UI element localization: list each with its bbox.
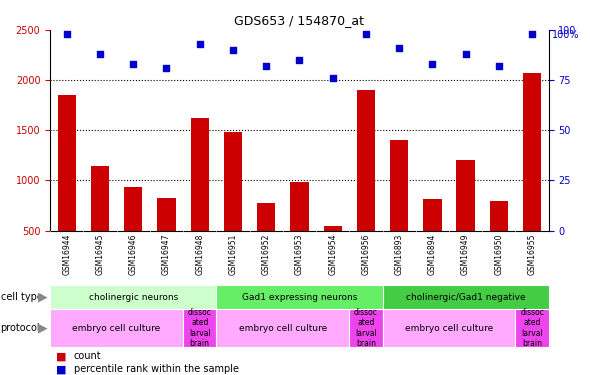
Point: [361, 31, 371, 37]
Text: cholinergic neurons: cholinergic neurons: [88, 292, 178, 302]
Text: ▶: ▶: [38, 322, 47, 334]
Bar: [158, 198, 176, 281]
Point: [129, 61, 138, 67]
Bar: [224, 132, 242, 281]
Bar: [217, 285, 382, 309]
Point: [162, 65, 171, 71]
Bar: [523, 73, 541, 281]
Text: GSM16950: GSM16950: [494, 233, 503, 275]
Text: GSM16946: GSM16946: [129, 233, 137, 275]
Text: GSM16949: GSM16949: [461, 233, 470, 275]
Text: embryo cell culture: embryo cell culture: [73, 324, 160, 333]
Point: [96, 51, 105, 57]
Point: [461, 51, 470, 57]
Text: percentile rank within the sample: percentile rank within the sample: [74, 364, 239, 374]
Bar: [382, 309, 516, 347]
Text: dissoc
ated
larval
brain: dissoc ated larval brain: [354, 308, 378, 348]
Point: [294, 57, 304, 63]
Point: [494, 63, 504, 69]
Bar: [349, 309, 382, 347]
Text: embryo cell culture: embryo cell culture: [405, 324, 493, 333]
Text: ▶: ▶: [38, 291, 47, 304]
Bar: [257, 203, 276, 281]
Text: GSM16948: GSM16948: [195, 233, 204, 275]
Bar: [323, 226, 342, 281]
Point: [394, 45, 404, 51]
Text: GSM16894: GSM16894: [428, 233, 437, 275]
Point: [228, 47, 238, 53]
Point: [195, 41, 205, 47]
Text: GSM16893: GSM16893: [395, 233, 404, 275]
Text: GSM16952: GSM16952: [262, 233, 271, 275]
Point: [261, 63, 271, 69]
Text: GSM16956: GSM16956: [362, 233, 371, 275]
Text: cholinergic/Gad1 negative: cholinergic/Gad1 negative: [406, 292, 526, 302]
Text: cell type: cell type: [1, 292, 42, 302]
Text: GSM16951: GSM16951: [228, 233, 237, 275]
Text: Gad1 expressing neurons: Gad1 expressing neurons: [242, 292, 357, 302]
Text: count: count: [74, 351, 101, 361]
Text: GSM16947: GSM16947: [162, 233, 171, 275]
Bar: [217, 309, 349, 347]
Bar: [390, 140, 408, 281]
Bar: [357, 90, 375, 281]
Text: GSM16944: GSM16944: [63, 233, 71, 275]
Bar: [457, 160, 475, 281]
Text: 100%: 100%: [552, 30, 579, 40]
Text: GSM16955: GSM16955: [527, 233, 536, 275]
Text: ■: ■: [56, 364, 67, 374]
Bar: [50, 285, 217, 309]
Bar: [382, 285, 549, 309]
Bar: [58, 95, 76, 281]
Point: [527, 31, 537, 37]
Text: protocol: protocol: [1, 323, 40, 333]
Title: GDS653 / 154870_at: GDS653 / 154870_at: [234, 15, 365, 27]
Bar: [290, 182, 309, 281]
Bar: [124, 188, 142, 281]
Point: [328, 75, 337, 81]
Text: GSM16953: GSM16953: [295, 233, 304, 275]
Bar: [423, 198, 441, 281]
Point: [428, 61, 437, 67]
Text: embryo cell culture: embryo cell culture: [239, 324, 327, 333]
Bar: [490, 201, 508, 281]
Point: [62, 31, 71, 37]
Text: ■: ■: [56, 351, 67, 361]
Text: GSM16945: GSM16945: [96, 233, 104, 275]
Text: GSM16954: GSM16954: [328, 233, 337, 275]
Bar: [50, 309, 183, 347]
Bar: [91, 166, 109, 281]
Bar: [191, 118, 209, 281]
Text: dissoc
ated
larval
brain: dissoc ated larval brain: [188, 308, 212, 348]
Bar: [516, 309, 549, 347]
Bar: [183, 309, 217, 347]
Text: dissoc
ated
larval
brain: dissoc ated larval brain: [520, 308, 544, 348]
